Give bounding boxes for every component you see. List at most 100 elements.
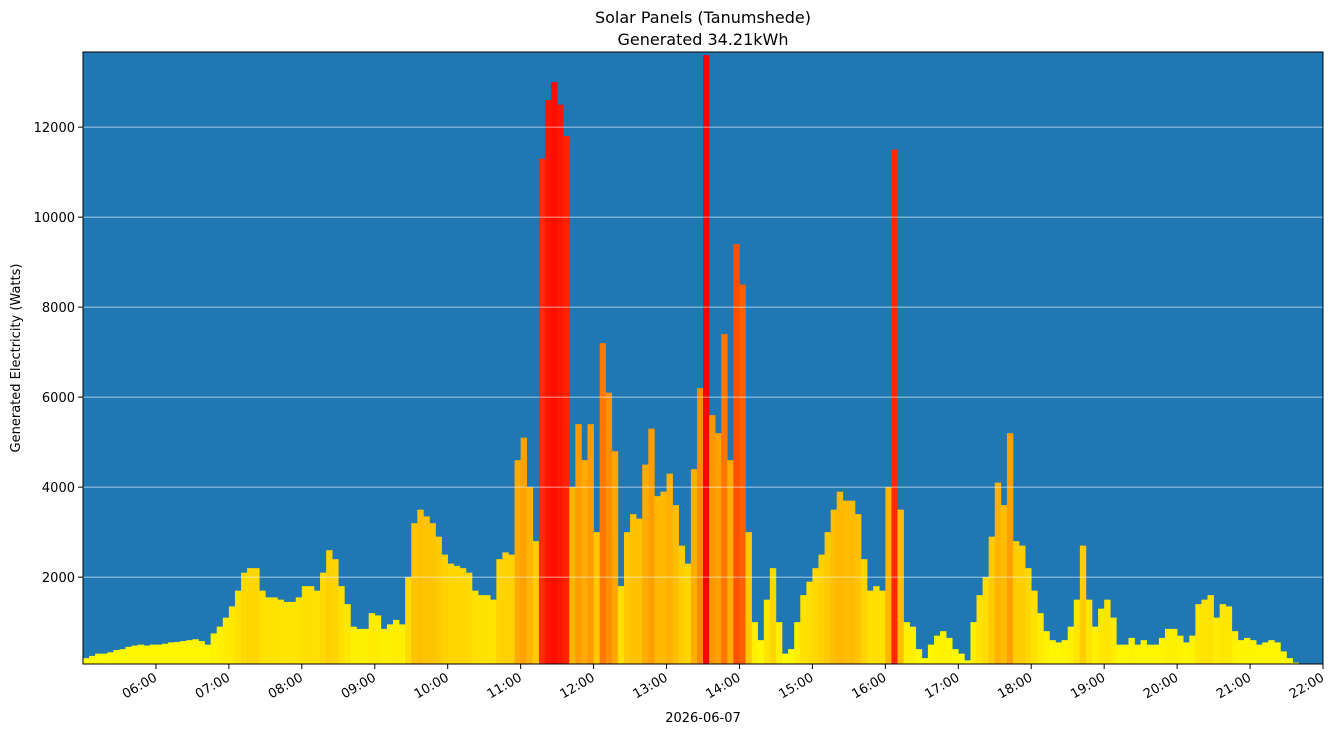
bar bbox=[198, 641, 205, 664]
bar bbox=[897, 509, 904, 664]
bar bbox=[1274, 642, 1281, 664]
bar bbox=[508, 554, 515, 664]
bar bbox=[751, 622, 759, 664]
bar bbox=[1000, 505, 1008, 664]
x-tick-label: 10:00 bbox=[412, 670, 452, 702]
x-tick-label: 20:00 bbox=[1141, 670, 1181, 702]
bar bbox=[1140, 640, 1148, 664]
x-tick-label: 21:00 bbox=[1214, 670, 1254, 702]
x-tick-label: 11:00 bbox=[485, 670, 525, 702]
bar bbox=[891, 149, 898, 664]
bar bbox=[313, 590, 321, 664]
bar bbox=[1164, 628, 1172, 664]
bar bbox=[1049, 640, 1056, 664]
bar bbox=[599, 343, 607, 664]
bar bbox=[186, 640, 193, 664]
bar bbox=[228, 606, 236, 664]
bar bbox=[344, 604, 351, 664]
bar bbox=[994, 482, 1002, 664]
bar bbox=[757, 640, 765, 664]
y-axis-label: Generated Electricity (Watts) bbox=[9, 264, 24, 453]
bar bbox=[854, 514, 862, 664]
bar bbox=[149, 644, 157, 664]
bar bbox=[1085, 599, 1093, 664]
bar bbox=[95, 653, 102, 664]
bar bbox=[289, 601, 297, 664]
bar bbox=[411, 523, 418, 664]
bar bbox=[204, 644, 211, 664]
bar bbox=[575, 424, 582, 664]
bar bbox=[587, 424, 594, 664]
x-tick-label: 15:00 bbox=[776, 670, 816, 702]
bar bbox=[125, 646, 132, 664]
bar bbox=[1189, 635, 1196, 664]
bar bbox=[927, 644, 935, 664]
bar bbox=[611, 451, 619, 664]
bar bbox=[350, 626, 357, 664]
bar bbox=[490, 599, 497, 664]
bar bbox=[1195, 604, 1202, 664]
bar bbox=[952, 649, 959, 664]
bar bbox=[1098, 608, 1105, 664]
bar bbox=[1292, 662, 1299, 664]
bar bbox=[332, 559, 339, 664]
bar bbox=[1061, 640, 1069, 664]
bar bbox=[101, 653, 108, 664]
bar bbox=[933, 635, 941, 664]
bar bbox=[727, 460, 734, 664]
bar bbox=[356, 628, 363, 664]
bar bbox=[253, 568, 260, 664]
x-tick-label: 18:00 bbox=[995, 670, 1035, 702]
bar bbox=[636, 518, 643, 664]
bar bbox=[1013, 541, 1020, 664]
bar bbox=[666, 473, 673, 664]
bar bbox=[386, 624, 394, 664]
bar bbox=[180, 641, 187, 664]
bar bbox=[119, 649, 126, 664]
bar bbox=[89, 655, 96, 664]
bar bbox=[520, 437, 528, 664]
bar bbox=[1031, 590, 1038, 664]
bar bbox=[484, 595, 491, 664]
bar bbox=[271, 597, 278, 664]
bar bbox=[1213, 617, 1220, 664]
bar bbox=[1043, 631, 1050, 664]
bar bbox=[399, 624, 406, 664]
bar bbox=[721, 334, 728, 664]
bar bbox=[374, 615, 382, 664]
x-tick-label: 09:00 bbox=[339, 670, 379, 702]
bar bbox=[642, 464, 649, 664]
bar bbox=[447, 563, 455, 664]
bar bbox=[745, 532, 752, 664]
bar bbox=[526, 487, 534, 664]
bar bbox=[222, 617, 230, 664]
bar bbox=[1006, 433, 1014, 664]
bar bbox=[964, 660, 971, 664]
bar bbox=[830, 509, 838, 664]
bar bbox=[174, 641, 181, 664]
bar bbox=[1231, 631, 1239, 664]
bar bbox=[393, 619, 400, 664]
y-tick-label: 6000 bbox=[42, 391, 75, 406]
bar bbox=[806, 581, 813, 664]
bar bbox=[514, 460, 521, 664]
bar bbox=[715, 433, 722, 664]
bar bbox=[672, 505, 679, 664]
bar bbox=[301, 586, 309, 664]
bar bbox=[259, 590, 266, 664]
bar bbox=[307, 586, 315, 664]
bar bbox=[234, 590, 242, 664]
bar bbox=[544, 100, 552, 664]
x-tick-label: 06:00 bbox=[120, 670, 160, 702]
y-tick-label: 4000 bbox=[42, 481, 75, 496]
bar bbox=[338, 586, 345, 664]
x-tick-label: 12:00 bbox=[558, 670, 598, 702]
bar bbox=[569, 487, 576, 664]
bar bbox=[1104, 599, 1111, 664]
bar bbox=[472, 590, 479, 664]
bar bbox=[1128, 637, 1135, 664]
bar bbox=[739, 284, 746, 664]
bar bbox=[958, 653, 965, 664]
bar bbox=[1116, 644, 1123, 664]
bar bbox=[496, 559, 503, 664]
